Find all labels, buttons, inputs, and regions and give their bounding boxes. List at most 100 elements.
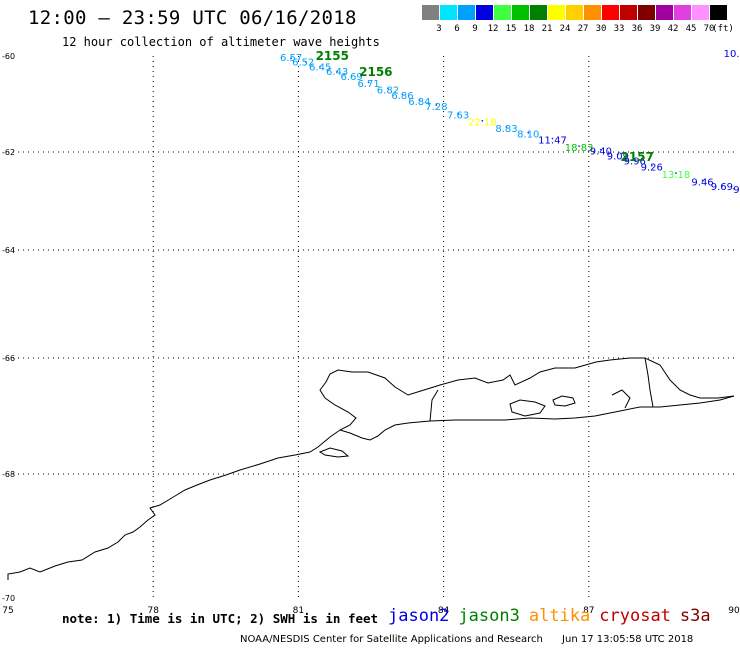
ice-shelf-edge bbox=[339, 395, 735, 441]
satellite-track bbox=[290, 57, 735, 190]
swh-label: 9.69 bbox=[711, 182, 733, 193]
legend-label: 6 bbox=[454, 24, 460, 34]
swh-label: 9.40 bbox=[590, 146, 612, 157]
legend-label: 9 bbox=[472, 24, 478, 34]
satellite-name: s3a bbox=[679, 606, 711, 626]
legend-label: 45 bbox=[685, 24, 697, 34]
legend-swatch bbox=[547, 5, 565, 20]
track-point bbox=[387, 87, 389, 90]
track-point bbox=[290, 57, 293, 60]
track-point bbox=[616, 153, 619, 156]
island-2 bbox=[552, 395, 576, 407]
legend-swatch bbox=[457, 5, 475, 20]
track-point bbox=[350, 75, 353, 78]
satellite-name: jason2 bbox=[388, 606, 450, 626]
axis-labels: 75 78 81 84 87 90 -60 -62 -64 -66 -68 -70 bbox=[2, 52, 740, 616]
legend-swatch bbox=[493, 5, 511, 20]
track-point bbox=[418, 99, 421, 102]
pass-number-label: 2157 bbox=[620, 150, 653, 164]
track-point bbox=[435, 104, 438, 106]
color-legend: 3 6 9 12 15 18 21 24 27 30 33 36 39 42 45 70 (ft) bbox=[421, 5, 734, 45]
swh-label: 6.43 bbox=[326, 67, 348, 78]
swh-label: 9.09 bbox=[607, 151, 629, 162]
swh-label: 9.96 bbox=[624, 156, 646, 167]
satellite-name: altika bbox=[528, 606, 591, 626]
legend-unit: (ft) bbox=[712, 24, 734, 34]
swh-label: 8.10 bbox=[517, 130, 539, 141]
coast-inlet bbox=[644, 357, 654, 408]
legend-label: 36 bbox=[631, 24, 643, 34]
track-point bbox=[633, 158, 636, 161]
swh-labels: 6.576.526.456.436.696.716.826.866.847.28… bbox=[280, 49, 740, 196]
track-point bbox=[600, 148, 602, 151]
lon-tick-label: 90 bbox=[728, 606, 740, 616]
legend-swatch bbox=[709, 5, 727, 20]
legend-swatch bbox=[673, 5, 691, 20]
lat-tick-label: -62 bbox=[2, 148, 15, 157]
track-point bbox=[721, 184, 723, 187]
coastline-path bbox=[7, 357, 735, 580]
island-1 bbox=[509, 399, 546, 417]
legend-swatch bbox=[529, 5, 547, 20]
swh-label: 6.71 bbox=[357, 79, 379, 90]
legend-swatch bbox=[565, 5, 583, 20]
legend-swatch bbox=[475, 5, 493, 20]
lat-tick-label: -66 bbox=[2, 354, 15, 363]
lat-tick-label: -64 bbox=[2, 246, 15, 255]
legend-label: 3 bbox=[436, 24, 442, 34]
lon-tick-label: 78 bbox=[147, 606, 159, 616]
legend-swatch bbox=[421, 5, 439, 20]
swh-label: 6.82 bbox=[377, 85, 399, 96]
coastline bbox=[7, 357, 735, 580]
legend-swatch bbox=[691, 5, 709, 20]
swh-label: 8.83 bbox=[495, 124, 517, 135]
legend-swatch bbox=[637, 5, 655, 20]
pass-labels: 2155 2156 2157 bbox=[316, 49, 654, 164]
island-3 bbox=[318, 447, 350, 458]
swh-label: 10. bbox=[724, 49, 740, 60]
satellite-name: jason3 bbox=[458, 606, 520, 626]
lat-tick-label: -60 bbox=[2, 52, 15, 61]
track-point bbox=[551, 137, 554, 140]
track-point bbox=[481, 119, 484, 122]
swh-label: 9.46 bbox=[691, 177, 713, 188]
lon-tick-label: 75 bbox=[2, 606, 13, 616]
track-point bbox=[527, 131, 530, 134]
footer-timestamp: Jun 17 13:05:58 UTC 2018 bbox=[562, 634, 694, 645]
legend-swatch bbox=[439, 5, 457, 20]
lat-tick-label: -68 bbox=[2, 470, 15, 479]
swh-label: 7.63 bbox=[447, 110, 469, 121]
legend-label: 24 bbox=[559, 24, 571, 34]
swh-label: 6.45 bbox=[309, 62, 331, 73]
lat-tick-label: -70 bbox=[2, 594, 15, 603]
swh-label: 9.26 bbox=[641, 163, 663, 174]
legend-label: 42 bbox=[667, 24, 679, 34]
pass-number-label: 2156 bbox=[359, 65, 392, 79]
coast-inlet-2 bbox=[429, 389, 439, 422]
swh-label: 7.28 bbox=[425, 102, 447, 113]
track-point bbox=[505, 126, 508, 128]
swh-label: 11.47 bbox=[538, 135, 567, 146]
track-point bbox=[675, 172, 677, 174]
swh-label: 6.52 bbox=[292, 58, 314, 69]
track-point bbox=[650, 164, 653, 167]
lon-tick-label: 87 bbox=[583, 606, 594, 616]
legend-swatch bbox=[601, 5, 619, 20]
legend-swatch bbox=[583, 5, 601, 20]
page-subtitle: 12 hour collection of altimeter wave hei… bbox=[62, 35, 380, 49]
map-grid bbox=[8, 56, 734, 598]
legend-label: 12 bbox=[487, 24, 499, 34]
legend-label: 33 bbox=[613, 24, 625, 34]
swh-label: 6.69 bbox=[341, 72, 363, 83]
track-point bbox=[336, 70, 339, 73]
lon-tick-label: 84 bbox=[438, 606, 450, 616]
legend-swatch bbox=[655, 5, 673, 20]
lon-tick-label: 81 bbox=[293, 606, 304, 616]
coast-bay bbox=[611, 389, 631, 409]
legend-label: 70 bbox=[703, 24, 715, 34]
track-point bbox=[701, 179, 704, 182]
note-text: note: 1) Time is in UTC; 2) SWH is in fe… bbox=[62, 611, 379, 626]
legend-label: 30 bbox=[595, 24, 607, 34]
track-point bbox=[401, 93, 404, 96]
